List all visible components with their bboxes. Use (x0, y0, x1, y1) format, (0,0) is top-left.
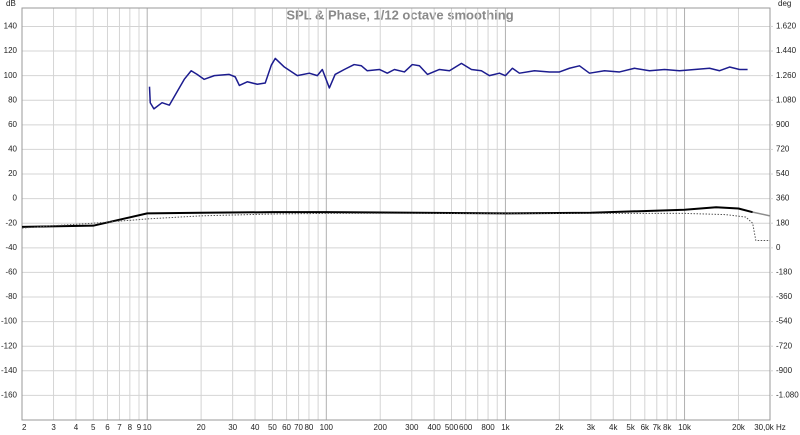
x-tick-label: 600 (459, 423, 473, 432)
x-tick-label: 7 (117, 423, 122, 432)
y2-tick-label: -720 (776, 341, 793, 350)
plot-frame (21, 7, 771, 421)
y2-tick-label: 1.620 (776, 22, 797, 31)
x-tick-label: 3 (51, 423, 56, 432)
x-tick-label: 2k (555, 423, 564, 432)
x-tick-label: 500 (445, 423, 459, 432)
x-tick-label: 400 (427, 423, 441, 432)
x-tick-label: 9 (137, 423, 142, 432)
x-tick-label: 7k (653, 423, 662, 432)
x-tick-label: 200 (374, 423, 388, 432)
y-tick-label: 100 (4, 71, 18, 80)
y2-axis-unit: deg (778, 0, 791, 8)
x-tick-label: 5 (91, 423, 96, 432)
y2-tick-label: 180 (776, 218, 790, 227)
x-tick-label: 6k (641, 423, 650, 432)
x-tick-label: 6 (105, 423, 110, 432)
x-tick-label: 300 (405, 423, 419, 432)
x-tick-label: 2 (22, 423, 27, 432)
x-tick-label: 80 (304, 423, 313, 432)
x-tick-label: 20 (197, 423, 206, 432)
y2-tick-label: 1.260 (776, 71, 797, 80)
x-tick-label: 20k (732, 423, 746, 432)
x-tick-label: 30 (228, 423, 237, 432)
y2-tick-label: 540 (776, 169, 790, 178)
y-tick-label: 140 (4, 22, 18, 31)
x-tick-label: 5k (626, 423, 635, 432)
y2-tick-label: 0 (776, 243, 781, 252)
series-line (22, 212, 770, 241)
x-tick-label: 50 (268, 423, 277, 432)
y-tick-label: -100 (1, 317, 18, 326)
y-tick-label: 0 (13, 194, 18, 203)
x-tick-label: 60 (282, 423, 291, 432)
y-tick-label: -20 (5, 218, 17, 227)
labels: 140120100806040200-20-40-60-80-100-120-1… (1, 22, 799, 433)
y-tick-label: 60 (8, 120, 17, 129)
y2-tick-label: 1.080 (776, 95, 797, 104)
y-axis-unit: dB (6, 0, 16, 8)
y-tick-label: -40 (5, 243, 17, 252)
y-tick-label: -120 (1, 341, 18, 350)
y-tick-label: -140 (1, 366, 18, 375)
x-tick-label: 800 (481, 423, 495, 432)
y-tick-label: 120 (4, 46, 18, 55)
y2-tick-label: -900 (776, 366, 793, 375)
y-tick-label: 40 (8, 145, 17, 154)
y2-tick-label: -1.080 (776, 391, 799, 400)
plot (22, 57, 770, 241)
y2-tick-label: 720 (776, 145, 790, 154)
y2-tick-label: -540 (776, 317, 793, 326)
x-tick-label: 3k (587, 423, 596, 432)
x-tick-label: 70 (294, 423, 303, 432)
y2-tick-label: 900 (776, 120, 790, 129)
x-tick-label: 30,0k Hz (754, 423, 786, 432)
series-line (22, 206, 753, 228)
y-tick-label: -80 (5, 292, 17, 301)
y-tick-label: 80 (8, 95, 17, 104)
series-line (752, 211, 770, 217)
y2-tick-label: -360 (776, 292, 793, 301)
chart-title: SPL & Phase, 1/12 octave smoothing (286, 7, 513, 22)
x-tick-label: 10 (143, 423, 152, 432)
x-tick-label: 100 (320, 423, 334, 432)
x-tick-label: 1k (501, 423, 510, 432)
y-tick-label: -160 (1, 391, 18, 400)
x-tick-label: 10k (678, 423, 692, 432)
y-tick-label: 20 (8, 169, 17, 178)
series-line (148, 57, 748, 110)
y-tick-label: -60 (5, 268, 17, 277)
y2-tick-label: 1.440 (776, 46, 797, 55)
y2-tick-label: -180 (776, 268, 793, 277)
x-tick-label: 8 (128, 423, 133, 432)
x-tick-label: 8k (663, 423, 672, 432)
x-tick-label: 4 (74, 423, 79, 432)
x-tick-label: 4k (609, 423, 618, 432)
y2-tick-label: 360 (776, 194, 790, 203)
grid (21, 7, 771, 421)
x-tick-label: 40 (251, 423, 260, 432)
